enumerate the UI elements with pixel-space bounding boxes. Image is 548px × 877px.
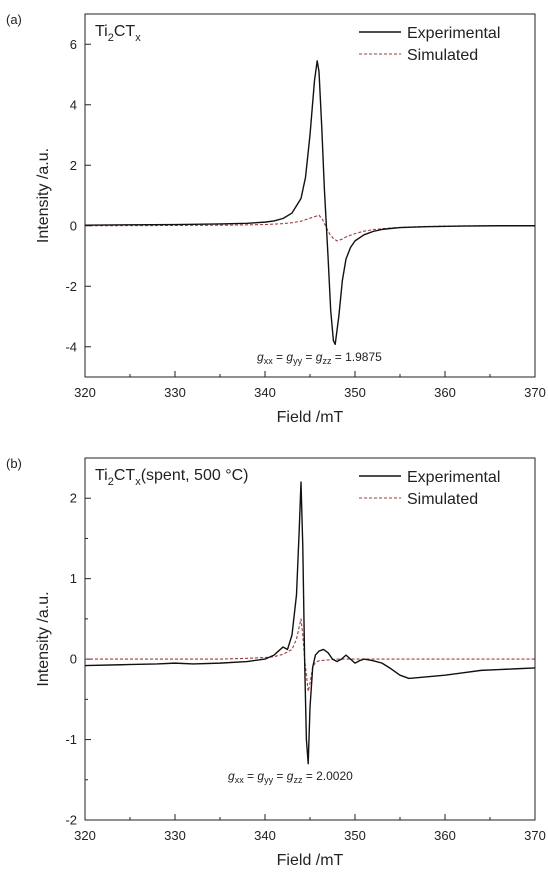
x-tick-label: 350 xyxy=(344,828,366,843)
y-tick-label: 1 xyxy=(70,571,77,586)
y-tick-label: -2 xyxy=(65,279,77,294)
legend-label-experimental: Experimental xyxy=(407,469,500,486)
y-tick-label: 2 xyxy=(70,158,77,173)
x-tick-label: 360 xyxy=(434,385,456,400)
x-tick-label: 340 xyxy=(254,828,276,843)
y-tick-label: -1 xyxy=(65,732,77,747)
series-line-simulated xyxy=(85,618,535,692)
x-axis-title: Field /mT xyxy=(277,409,344,426)
y-tick-label: -2 xyxy=(65,813,77,828)
legend-label-simulated: Simulated xyxy=(407,491,478,508)
plot-frame xyxy=(84,457,536,821)
x-tick-label: 330 xyxy=(164,828,186,843)
panel-a: (a) 320 330 340 350 360 370 -4 -2 0 2 4 6 Field /mT In… xyxy=(6,12,546,426)
series-line-experimental xyxy=(85,481,535,765)
y-tick-label: 0 xyxy=(70,218,77,233)
legend-label-experimental: Experimental xyxy=(407,25,500,42)
panel-label: (a) xyxy=(6,12,22,27)
g-value-annotation: gxx = gyy = gzz = 2.0020 xyxy=(228,769,353,785)
y-tick-label: 6 xyxy=(70,37,77,52)
x-tick-label: 340 xyxy=(254,385,276,400)
sample-label: Ti2CTx xyxy=(95,23,141,44)
legend-label-simulated: Simulated xyxy=(407,47,478,64)
y-tick-label: 2 xyxy=(70,491,77,506)
series-line-simulated xyxy=(85,214,535,242)
x-tick-label: 320 xyxy=(74,828,96,843)
series-line-experimental xyxy=(85,60,535,346)
x-tick-label: 360 xyxy=(434,828,456,843)
x-tick-label: 320 xyxy=(74,385,96,400)
y-axis-title: Intensity /a.u. xyxy=(35,148,52,243)
g-value-annotation: gxx = gyy = gzz = 1.9875 xyxy=(257,350,382,366)
panel-label: (b) xyxy=(6,456,22,471)
panel-b: (b) 320 330 340 350 360 370 -2 -1 0 1 2 Field /mT Int… xyxy=(6,456,546,869)
x-tick-label: 370 xyxy=(524,385,546,400)
y-tick-label: 0 xyxy=(70,652,77,667)
x-axis-title: Field /mT xyxy=(277,852,344,869)
y-tick-label: 4 xyxy=(70,97,77,112)
x-tick-label: 350 xyxy=(344,385,366,400)
x-tick-label: 370 xyxy=(524,828,546,843)
x-tick-label: 330 xyxy=(164,385,186,400)
plot-frame xyxy=(84,13,536,378)
y-tick-label: -4 xyxy=(65,339,77,354)
sample-label: Ti2CTx(spent, 500 °C) xyxy=(95,467,248,488)
y-axis-title: Intensity /a.u. xyxy=(35,591,52,686)
